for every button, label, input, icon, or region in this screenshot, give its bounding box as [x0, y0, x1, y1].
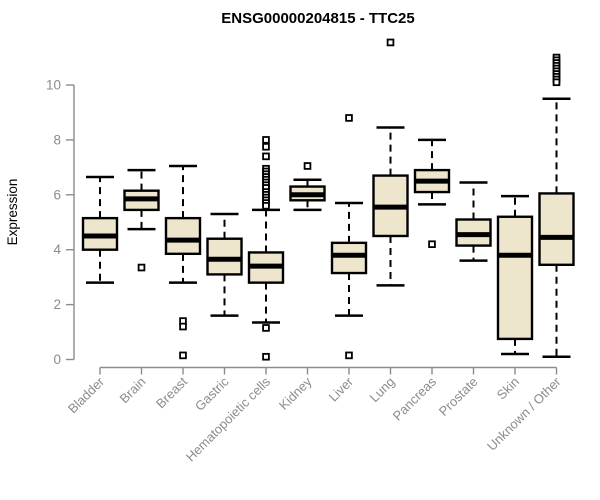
x-category-label-pancreas: Pancreas	[390, 374, 440, 424]
outlier-point	[345, 351, 353, 360]
boxplot-pancreas	[413, 138, 451, 249]
outlier-point	[262, 152, 270, 161]
y-tick-label: 10	[46, 78, 61, 93]
x-category-label-unknown-other: Unknown / Other	[484, 374, 564, 454]
boxplot-brain	[123, 168, 160, 272]
iqr-box	[164, 216, 202, 256]
x-category-label-skin: Skin	[494, 374, 522, 402]
boxplot-prostate	[455, 181, 492, 262]
x-category-label-brain: Brain	[117, 374, 149, 406]
iqr-box	[538, 192, 575, 266]
x-category-label-liver: Liver	[326, 374, 357, 405]
outlier-point	[262, 136, 270, 144]
y-tick-label: 4	[53, 242, 61, 257]
x-category-label-prostate: Prostate	[436, 374, 481, 419]
boxplot-liver	[330, 114, 368, 360]
outlier-point	[345, 114, 353, 122]
outlier-point	[428, 240, 436, 249]
outlier-point	[262, 142, 270, 151]
boxplot-lung	[372, 38, 409, 287]
y-tick-label: 6	[53, 187, 61, 202]
outlier-point	[262, 324, 270, 332]
boxplot-bladder	[81, 175, 119, 284]
iqr-box	[206, 237, 243, 276]
outlier-point	[137, 263, 146, 272]
y-tick-label: 0	[53, 352, 61, 367]
boxplot-breast	[164, 164, 202, 360]
x-category-label-gastric: Gastric	[192, 374, 232, 414]
boxplot-kidney	[289, 162, 326, 212]
y-tick-label: 2	[53, 297, 61, 312]
x-category-label-breast: Breast	[153, 374, 190, 411]
chart-title: ENSG00000204815 - TTC25	[221, 10, 414, 27]
iqr-box	[330, 241, 368, 275]
y-axis-label: Expression	[5, 179, 20, 246]
boxplot-gastric	[206, 212, 243, 317]
x-category-label-bladder: Bladder	[65, 374, 108, 417]
outlier-point	[552, 78, 561, 87]
outlier-point	[303, 162, 312, 170]
outlier-point	[179, 322, 187, 331]
outlier-point	[262, 201, 270, 210]
boxplot-skin	[496, 194, 534, 356]
boxplot-marks	[81, 38, 575, 361]
y-tick-label: 8	[53, 132, 61, 147]
boxplot-hematopoietic-cells	[247, 136, 285, 361]
outlier-point	[179, 351, 187, 360]
x-category-label-kidney: Kidney	[276, 374, 315, 413]
outlier-point	[262, 352, 270, 361]
outlier-point	[386, 38, 395, 47]
boxplot-unknown-other	[538, 53, 575, 359]
iqr-box	[496, 215, 534, 341]
x-category-label-lung: Lung	[367, 374, 398, 405]
